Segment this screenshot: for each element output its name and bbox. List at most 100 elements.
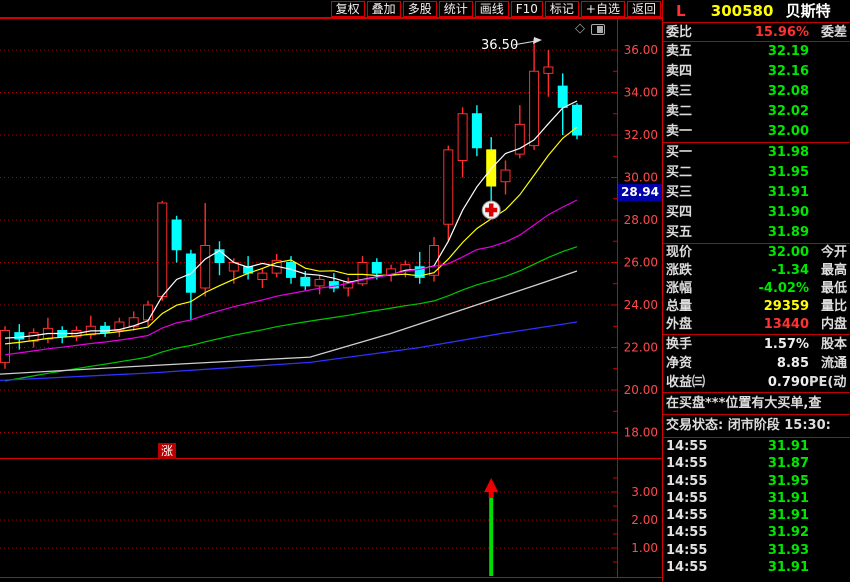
toolbar-button-3[interactable]: 多股 bbox=[402, 0, 437, 17]
info-row: 外盘 13440 内盘 bbox=[663, 316, 850, 334]
toolbar: 复权 叠加 多股 统计 画线 F10 标记 +自选 返回 bbox=[0, 0, 662, 18]
spacer bbox=[809, 455, 847, 472]
spacer bbox=[809, 163, 847, 183]
info-row-value: 8.85 bbox=[776, 356, 809, 371]
sell-row[interactable]: 卖二 32.02 bbox=[663, 102, 850, 122]
candle-body bbox=[300, 276, 311, 287]
price-axis-label: 28.00 bbox=[624, 213, 658, 227]
toolbar-button-8[interactable]: +自选 bbox=[580, 0, 625, 17]
candle-body bbox=[143, 304, 153, 321]
candle-body bbox=[514, 123, 525, 155]
toolbar-button-7[interactable]: 标记 bbox=[544, 0, 579, 17]
toolbar-button-5[interactable]: 画线 bbox=[474, 0, 509, 17]
buy-row[interactable]: 买一 31.98 bbox=[663, 143, 850, 163]
info-row-rlabel: 今开 bbox=[820, 245, 847, 260]
toolbar-button-1[interactable]: 复权 bbox=[330, 0, 365, 17]
sub-axis-label: 3.00 bbox=[631, 485, 658, 499]
annotation-arrowhead bbox=[533, 37, 542, 44]
panel-toggle-icon[interactable] bbox=[591, 23, 605, 35]
sell-row[interactable]: 卖一 32.00 bbox=[663, 122, 850, 142]
weicha-label: 委差 bbox=[820, 25, 847, 40]
trade-status: 交易状态: 闭市阶段 15:30: bbox=[663, 415, 850, 438]
info-row-label: 涨幅 bbox=[666, 281, 693, 296]
info-row-rlabel: 流通 bbox=[820, 356, 847, 371]
toolbar-button-2[interactable]: 叠加 bbox=[366, 0, 401, 17]
info-row: 涨跌 -1.34 最高 bbox=[663, 262, 850, 280]
spacer bbox=[809, 559, 847, 576]
toolbar-button-4[interactable]: 统计 bbox=[438, 0, 473, 17]
tick-row: 14:55 31.91 bbox=[663, 438, 850, 455]
buy-row-value: 31.95 bbox=[767, 165, 809, 180]
sub-axis-label: 1.00 bbox=[631, 541, 658, 555]
ma20-value-tag: 28.94 bbox=[618, 184, 662, 201]
buy-queue: 买一 31.98 买二 31.95 买三 31.91 买四 31.90 买五 31.89 bbox=[663, 143, 850, 244]
spacer bbox=[809, 203, 847, 223]
spacer bbox=[809, 473, 847, 490]
diamond-icon[interactable]: ◇ bbox=[575, 21, 585, 36]
tick-row: 14:55 31.87 bbox=[663, 455, 850, 472]
kline-chart[interactable]: 36.00 34.00 32.00 30.00 28.00 26.00 24.00 22.00… bbox=[0, 0, 662, 582]
info-row: 换手 1.57% 股本 bbox=[663, 335, 850, 354]
stock-title: L 300580 贝斯特 bbox=[663, 0, 850, 23]
price-axis-label: 32.00 bbox=[624, 128, 658, 142]
buy-row-value: 31.91 bbox=[767, 185, 809, 200]
high-annotation: 36.50 bbox=[481, 38, 518, 53]
price-axis-label: 34.00 bbox=[624, 86, 658, 100]
signal-arrow-head bbox=[484, 478, 499, 492]
sell-row[interactable]: 卖五 32.19 bbox=[663, 42, 850, 62]
stock-name: 贝斯特 bbox=[785, 2, 831, 20]
spacer bbox=[809, 524, 847, 541]
ma-magenta-line bbox=[4, 199, 578, 356]
stock-code: 300580 bbox=[710, 2, 774, 20]
signal-arrow-stem bbox=[488, 490, 494, 498]
toolbar-button-9[interactable]: 返回 bbox=[626, 0, 661, 17]
toolbar-button-6[interactable]: F10 bbox=[510, 0, 543, 17]
tick-row-label: 14:55 bbox=[666, 560, 708, 576]
sell-row-value: 32.16 bbox=[767, 64, 809, 79]
tick-row-label: 14:55 bbox=[666, 542, 708, 558]
info-row-label: 外盘 bbox=[666, 317, 693, 332]
info-row-rlabel: PE(动) bbox=[809, 375, 847, 390]
quote-info: 现价 32.00 今开 涨跌 -1.34 最高 涨幅 -4.02% 最低 总量 29359 量比 外盘 1… bbox=[663, 244, 850, 335]
candle-body bbox=[200, 245, 211, 289]
candle-body bbox=[371, 262, 382, 274]
info-row-label: 现价 bbox=[666, 245, 693, 260]
tick-row-value: 31.91 bbox=[767, 508, 809, 524]
weibi-label: 委比 bbox=[666, 25, 693, 40]
sub-axis-label: 2.00 bbox=[631, 513, 658, 527]
buy-row[interactable]: 买二 31.95 bbox=[663, 163, 850, 183]
candle-body bbox=[171, 219, 182, 251]
info-row-rlabel: 最低 bbox=[820, 281, 847, 296]
spacer bbox=[809, 507, 847, 524]
buy-row[interactable]: 买三 31.91 bbox=[663, 183, 850, 203]
tick-row-label: 14:55 bbox=[666, 508, 708, 524]
tick-row: 14:55 31.91 bbox=[663, 490, 850, 507]
info-row-rlabel: 股本 bbox=[820, 337, 847, 352]
tick-row-value: 31.92 bbox=[767, 525, 809, 541]
info-row-value: 1.57% bbox=[763, 337, 809, 352]
candle-body bbox=[214, 249, 225, 263]
kline-canvas[interactable]: 36.00 34.00 32.00 30.00 28.00 26.00 24.00 22.00… bbox=[0, 0, 662, 582]
buy-row[interactable]: 买四 31.90 bbox=[663, 203, 850, 223]
sell-row-value: 32.19 bbox=[767, 44, 809, 59]
alert-message[interactable]: 在买盘***位置有大买单,查 bbox=[663, 393, 850, 415]
tick-row-value: 31.87 bbox=[767, 456, 809, 472]
tick-row-label: 14:55 bbox=[666, 456, 708, 472]
candle-body bbox=[414, 266, 425, 278]
ma-white-line bbox=[4, 100, 578, 339]
info-row-label: 净资 bbox=[666, 356, 693, 371]
sell-row[interactable]: 卖三 32.08 bbox=[663, 82, 850, 102]
candle-body bbox=[314, 279, 325, 287]
candle-body bbox=[529, 70, 540, 147]
buy-row[interactable]: 买五 31.89 bbox=[663, 223, 850, 243]
sell-row[interactable]: 卖四 32.16 bbox=[663, 62, 850, 82]
tick-row: 14:55 31.91 bbox=[663, 507, 850, 524]
buy-row-label: 买二 bbox=[666, 165, 693, 180]
ma-blue-line bbox=[0, 321, 578, 382]
tick-row-value: 31.91 bbox=[767, 490, 809, 506]
tick-row-label: 14:55 bbox=[666, 439, 708, 454]
candle-body bbox=[257, 272, 268, 280]
tick-row-label: 14:55 bbox=[666, 490, 708, 506]
